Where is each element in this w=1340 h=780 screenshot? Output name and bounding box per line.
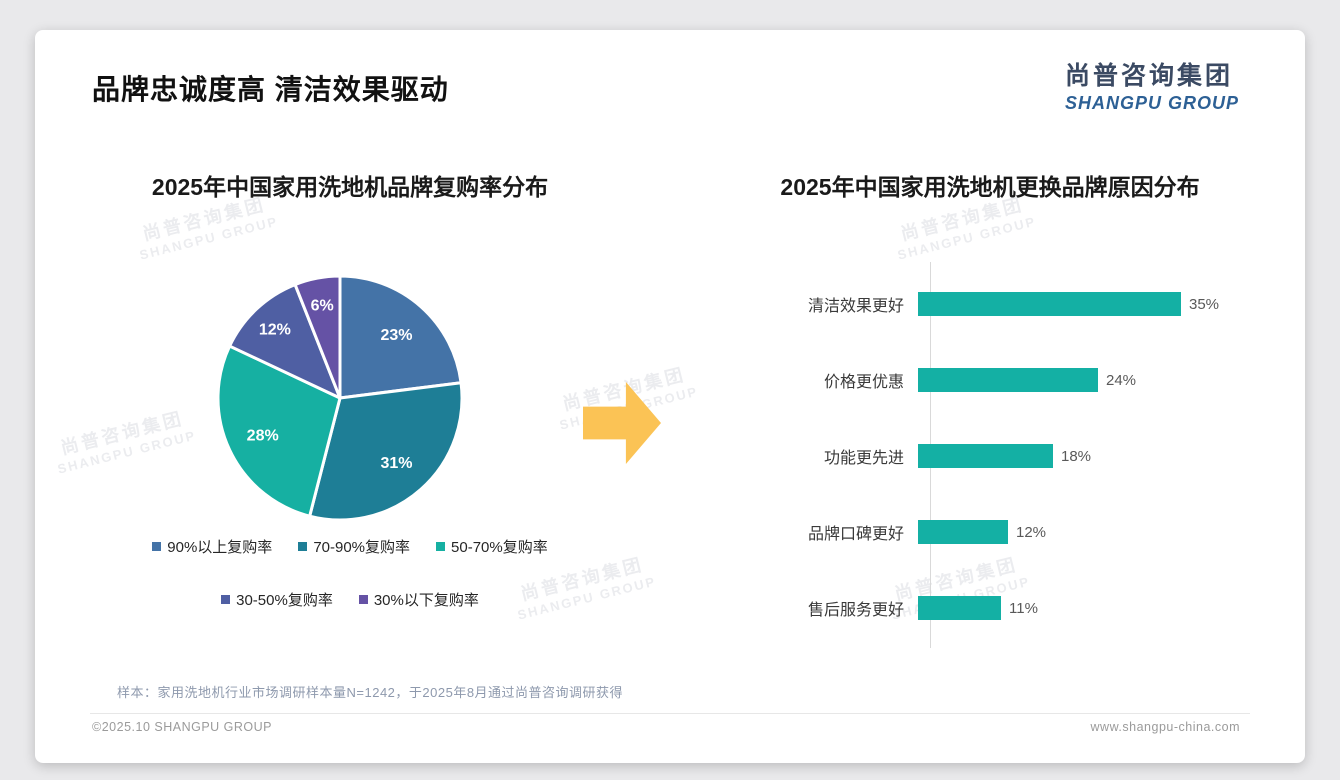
pie-chart-title: 2025年中国家用洗地机品牌复购率分布: [151, 174, 549, 200]
pie-slice: [293, 274, 342, 400]
pie-data-label: 12%: [259, 322, 291, 339]
bar-fill: [918, 368, 1098, 392]
bar-value-label: 24%: [1106, 371, 1137, 389]
legend-row: 90%以上复购率 70-90%复购率 50-70%复购率: [152, 536, 548, 557]
bar-row: 清洁效果更好 35%: [730, 292, 1220, 316]
legend-marker-icon: [221, 595, 231, 604]
legend-label: 30%以下复购率: [373, 592, 479, 609]
bar-track: 11%: [918, 596, 1218, 620]
pie-data-label: 28%: [247, 427, 279, 444]
legend-item: 50-70%复购率: [436, 536, 548, 557]
watermark: 尚普咨询集团 SHANGPU GROUP: [55, 408, 198, 477]
pie-slice: [216, 344, 342, 518]
legend-marker-icon: [152, 542, 162, 551]
legend-item: 90%以上复购率: [152, 536, 272, 557]
page-title: 品牌忠诚度高 清洁效果驱动: [92, 74, 449, 105]
bar-category-label: 售后服务更好: [807, 602, 904, 619]
legend-marker-icon: [436, 542, 446, 551]
bar-chart: 清洁效果更好 35% 价格更优惠 24% 功能更先进 18% 品牌口碑更好 12% 售后服务更好…: [730, 292, 1220, 620]
company-logo: 尚普咨询集团 SHANGPU GROUP: [1065, 56, 1239, 114]
sample-note: 样本：家用洗地机行业市场调研样本量N=1242，于2025年8月通过尚普咨询调研…: [117, 685, 624, 700]
legend-row: 30-50%复购率 30%以下复购率: [221, 589, 479, 610]
bar-category-label: 品牌口碑更好: [807, 526, 904, 543]
watermark: 尚普咨询集团 SHANGPU GROUP: [895, 194, 1038, 263]
pie-slice: [308, 381, 464, 522]
legend-marker-icon: [358, 595, 368, 604]
bar-category-label: 价格更优惠: [823, 374, 904, 391]
bar-value-label: 35%: [1189, 295, 1220, 313]
bar-track: 35%: [918, 292, 1220, 316]
pie-data-label: 6%: [311, 298, 334, 315]
legend-label: 50-70%复购率: [451, 539, 548, 556]
legend-label: 90%以上复购率: [167, 539, 273, 556]
pie-slice: [228, 283, 342, 400]
legend-item: 70-90%复购率: [298, 536, 410, 557]
pie-data-label: 31%: [380, 455, 412, 472]
bar-row: 售后服务更好 11%: [730, 596, 1218, 620]
bar-row: 功能更先进 18%: [730, 444, 1218, 468]
logo-text-en: SHANGPU GROUP: [1064, 93, 1239, 113]
bar-row: 品牌口碑更好 12%: [730, 520, 1218, 544]
bar-track: 12%: [918, 520, 1218, 544]
pie-chart: 23% 31% 28% 12% 6%: [190, 248, 490, 553]
pie-legend: 90%以上复购率 70-90%复购率 50-70%复购率 30-50%复购率 30%以下…: [50, 536, 650, 610]
bar-fill: [918, 444, 1053, 468]
bar-category-label: 功能更先进: [823, 450, 904, 467]
legend-marker-icon: [298, 542, 308, 551]
bar-chart-title: 2025年中国家用洗地机更换品牌原因分布: [780, 174, 1200, 200]
legend-item: 30-50%复购率: [221, 589, 333, 610]
bar-track: 18%: [918, 444, 1218, 468]
pie-svg: 23% 31% 28% 12% 6%: [216, 274, 464, 522]
bar-fill: [918, 520, 1008, 544]
logo-text-cn: 尚普咨询集团: [1064, 62, 1233, 90]
bar-value-label: 11%: [1009, 599, 1038, 617]
slide-card: 尚普咨询集团 SHANGPU GROUP 尚普咨询集团 SHANGPU GROU…: [35, 30, 1305, 763]
footer-website-link[interactable]: www.shangpu-china.com: [1090, 720, 1240, 734]
legend-label: 70-90%复购率: [313, 539, 411, 556]
bar-row: 价格更优惠 24%: [730, 368, 1218, 392]
bar-value-label: 18%: [1061, 447, 1092, 465]
footer-divider: [90, 713, 1250, 714]
bar-value-label: 12%: [1016, 523, 1047, 541]
bar-fill: [918, 292, 1181, 316]
bar-fill: [918, 596, 1001, 620]
pie-data-label: 23%: [380, 327, 412, 344]
right-arrow-icon: [583, 382, 661, 464]
legend-item: 30%以下复购率: [358, 589, 479, 610]
bar-category-label: 清洁效果更好: [807, 298, 904, 315]
legend-label: 30-50%复购率: [236, 592, 333, 609]
footer-copyright: ©2025.10 SHANGPU GROUP: [92, 720, 272, 734]
pie-slice: [338, 274, 463, 400]
bar-track: 24%: [918, 368, 1218, 392]
